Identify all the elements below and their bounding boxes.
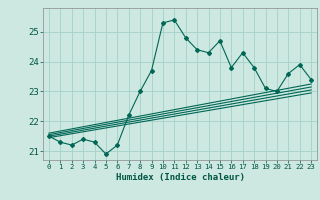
X-axis label: Humidex (Indice chaleur): Humidex (Indice chaleur) [116, 173, 244, 182]
